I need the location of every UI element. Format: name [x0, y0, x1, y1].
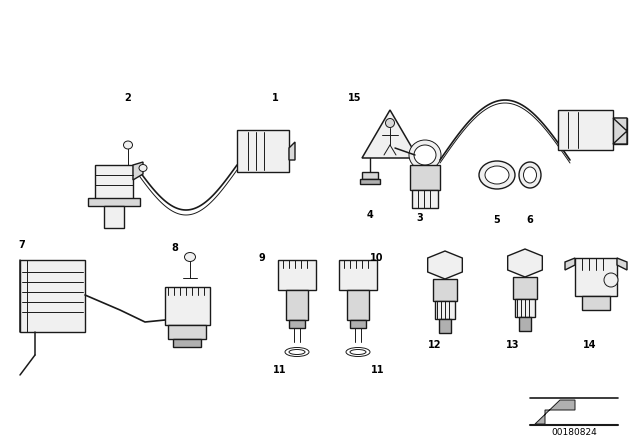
Text: 1: 1: [271, 93, 278, 103]
Bar: [613, 118, 627, 144]
Bar: [104, 206, 124, 228]
Ellipse shape: [409, 140, 441, 170]
Polygon shape: [133, 162, 143, 180]
Bar: [513, 277, 537, 299]
Text: 4: 4: [367, 210, 373, 220]
Bar: [558, 110, 613, 150]
Ellipse shape: [485, 166, 509, 184]
Ellipse shape: [479, 161, 515, 189]
Text: 2: 2: [125, 93, 131, 103]
Text: 11: 11: [371, 365, 385, 375]
Text: 14: 14: [583, 340, 596, 350]
Text: 9: 9: [259, 253, 266, 263]
Bar: [347, 290, 369, 320]
Bar: [289, 320, 305, 328]
Polygon shape: [428, 251, 462, 279]
Ellipse shape: [524, 167, 536, 183]
Bar: [173, 339, 201, 347]
Bar: [435, 301, 455, 319]
Bar: [237, 130, 289, 172]
Text: 12: 12: [428, 340, 442, 350]
Bar: [168, 325, 206, 339]
Bar: [575, 258, 617, 296]
Bar: [410, 165, 440, 190]
Text: 11: 11: [273, 365, 287, 375]
Text: 6: 6: [527, 215, 533, 225]
Bar: [20, 260, 85, 332]
Polygon shape: [508, 249, 542, 277]
Text: 8: 8: [172, 243, 179, 253]
Bar: [88, 198, 140, 206]
Bar: [165, 287, 210, 325]
Bar: [350, 320, 366, 328]
Text: 10: 10: [371, 253, 384, 263]
Polygon shape: [289, 142, 295, 160]
Bar: [360, 179, 380, 184]
Text: 00180824: 00180824: [551, 427, 597, 436]
Bar: [278, 260, 316, 290]
Ellipse shape: [519, 162, 541, 188]
Bar: [339, 260, 377, 290]
Polygon shape: [535, 400, 575, 424]
Bar: [412, 190, 438, 208]
Bar: [95, 165, 133, 200]
Text: 13: 13: [506, 340, 520, 350]
Polygon shape: [565, 258, 575, 270]
Bar: [519, 317, 531, 331]
Polygon shape: [617, 258, 627, 270]
Ellipse shape: [414, 145, 436, 165]
Bar: [515, 299, 535, 317]
Ellipse shape: [385, 119, 394, 128]
Bar: [439, 319, 451, 333]
Text: 3: 3: [417, 213, 424, 223]
Ellipse shape: [124, 141, 132, 149]
Ellipse shape: [139, 164, 147, 172]
Bar: [433, 279, 457, 301]
Bar: [362, 172, 378, 179]
Text: 15: 15: [348, 93, 362, 103]
Ellipse shape: [604, 273, 618, 287]
Text: 7: 7: [19, 240, 26, 250]
Bar: [286, 290, 308, 320]
Ellipse shape: [184, 253, 195, 262]
Text: 5: 5: [493, 215, 500, 225]
Polygon shape: [613, 118, 627, 144]
Bar: [582, 296, 610, 310]
Polygon shape: [362, 110, 418, 158]
